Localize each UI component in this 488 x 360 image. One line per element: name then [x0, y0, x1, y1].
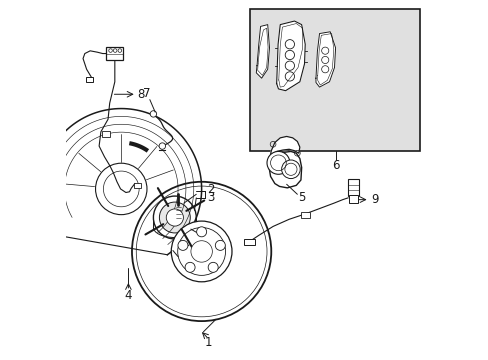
Circle shape: [171, 221, 231, 282]
Bar: [102, 131, 110, 137]
Circle shape: [153, 196, 196, 239]
Bar: [348, 195, 357, 203]
Bar: [85, 77, 93, 82]
Polygon shape: [268, 152, 301, 188]
Polygon shape: [256, 24, 269, 78]
Polygon shape: [276, 21, 305, 91]
Polygon shape: [270, 136, 299, 157]
Text: 8: 8: [137, 88, 144, 101]
Bar: [244, 239, 255, 246]
Bar: [249, 9, 419, 152]
Circle shape: [132, 182, 271, 321]
Bar: [300, 212, 309, 217]
Bar: [29, 230, 40, 241]
Text: 5: 5: [297, 192, 305, 204]
Text: 3: 3: [206, 192, 214, 204]
Circle shape: [95, 163, 147, 215]
Circle shape: [150, 111, 156, 117]
Text: 7: 7: [142, 87, 150, 100]
Bar: [106, 47, 123, 60]
Circle shape: [184, 262, 195, 273]
Circle shape: [166, 209, 183, 226]
Circle shape: [159, 143, 165, 149]
Bar: [347, 179, 358, 196]
Polygon shape: [315, 32, 335, 87]
Bar: [21, 207, 31, 217]
Circle shape: [190, 241, 212, 262]
Text: 9: 9: [370, 193, 378, 206]
Text: 2: 2: [207, 183, 215, 196]
Circle shape: [266, 152, 289, 174]
Circle shape: [208, 262, 218, 273]
Circle shape: [178, 240, 187, 250]
Circle shape: [196, 227, 206, 237]
Circle shape: [215, 240, 225, 250]
Text: 4: 4: [124, 288, 132, 302]
Text: 1: 1: [204, 336, 211, 349]
Text: 6: 6: [331, 159, 339, 172]
Bar: [21, 176, 29, 185]
Bar: [134, 183, 141, 188]
Circle shape: [159, 202, 190, 233]
Circle shape: [281, 160, 300, 179]
Polygon shape: [41, 109, 201, 255]
